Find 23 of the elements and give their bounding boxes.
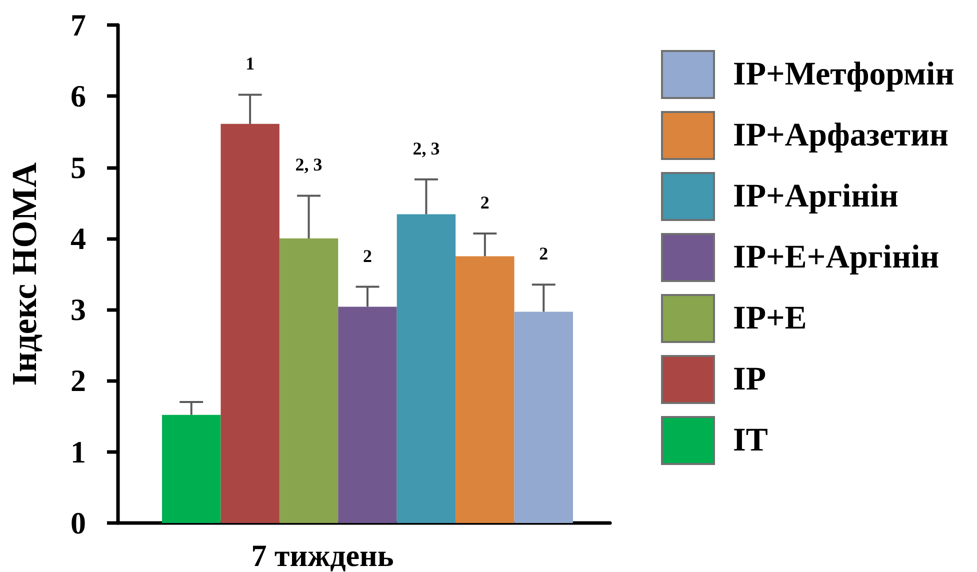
y-tick-label: 3 [70, 292, 86, 328]
x-axis-title: 7 тиждень [251, 538, 394, 572]
annotation: 2 [480, 192, 490, 212]
y-tick-label: 0 [70, 506, 86, 540]
legend-label: IT [733, 422, 768, 458]
y-axis-title: Індекс HOMA [5, 162, 44, 386]
legend-label: IP+Арфазетин [733, 118, 948, 154]
annotation: 2, 3 [412, 138, 440, 158]
legend-label: IP+E+Аргінін [733, 240, 940, 276]
y-tick-label: 6 [70, 78, 86, 114]
annotation: 1 [246, 54, 255, 74]
y-tick-label: 5 [70, 150, 86, 185]
y-tick-label: 7 [70, 8, 86, 42]
y-tick-label: 1 [70, 434, 86, 470]
annotation: 2 [539, 244, 548, 264]
legend-label: IP+Аргінін [733, 178, 898, 214]
legend-label: IP [733, 362, 766, 398]
annotation: 2, 3 [295, 154, 322, 175]
annotation: 2 [363, 246, 372, 266]
legend-label: IP+Метформін [733, 56, 954, 92]
legend-label: IP+E [733, 300, 807, 336]
y-tick-label: 4 [70, 220, 86, 256]
y-tick-label: 2 [70, 363, 86, 398]
